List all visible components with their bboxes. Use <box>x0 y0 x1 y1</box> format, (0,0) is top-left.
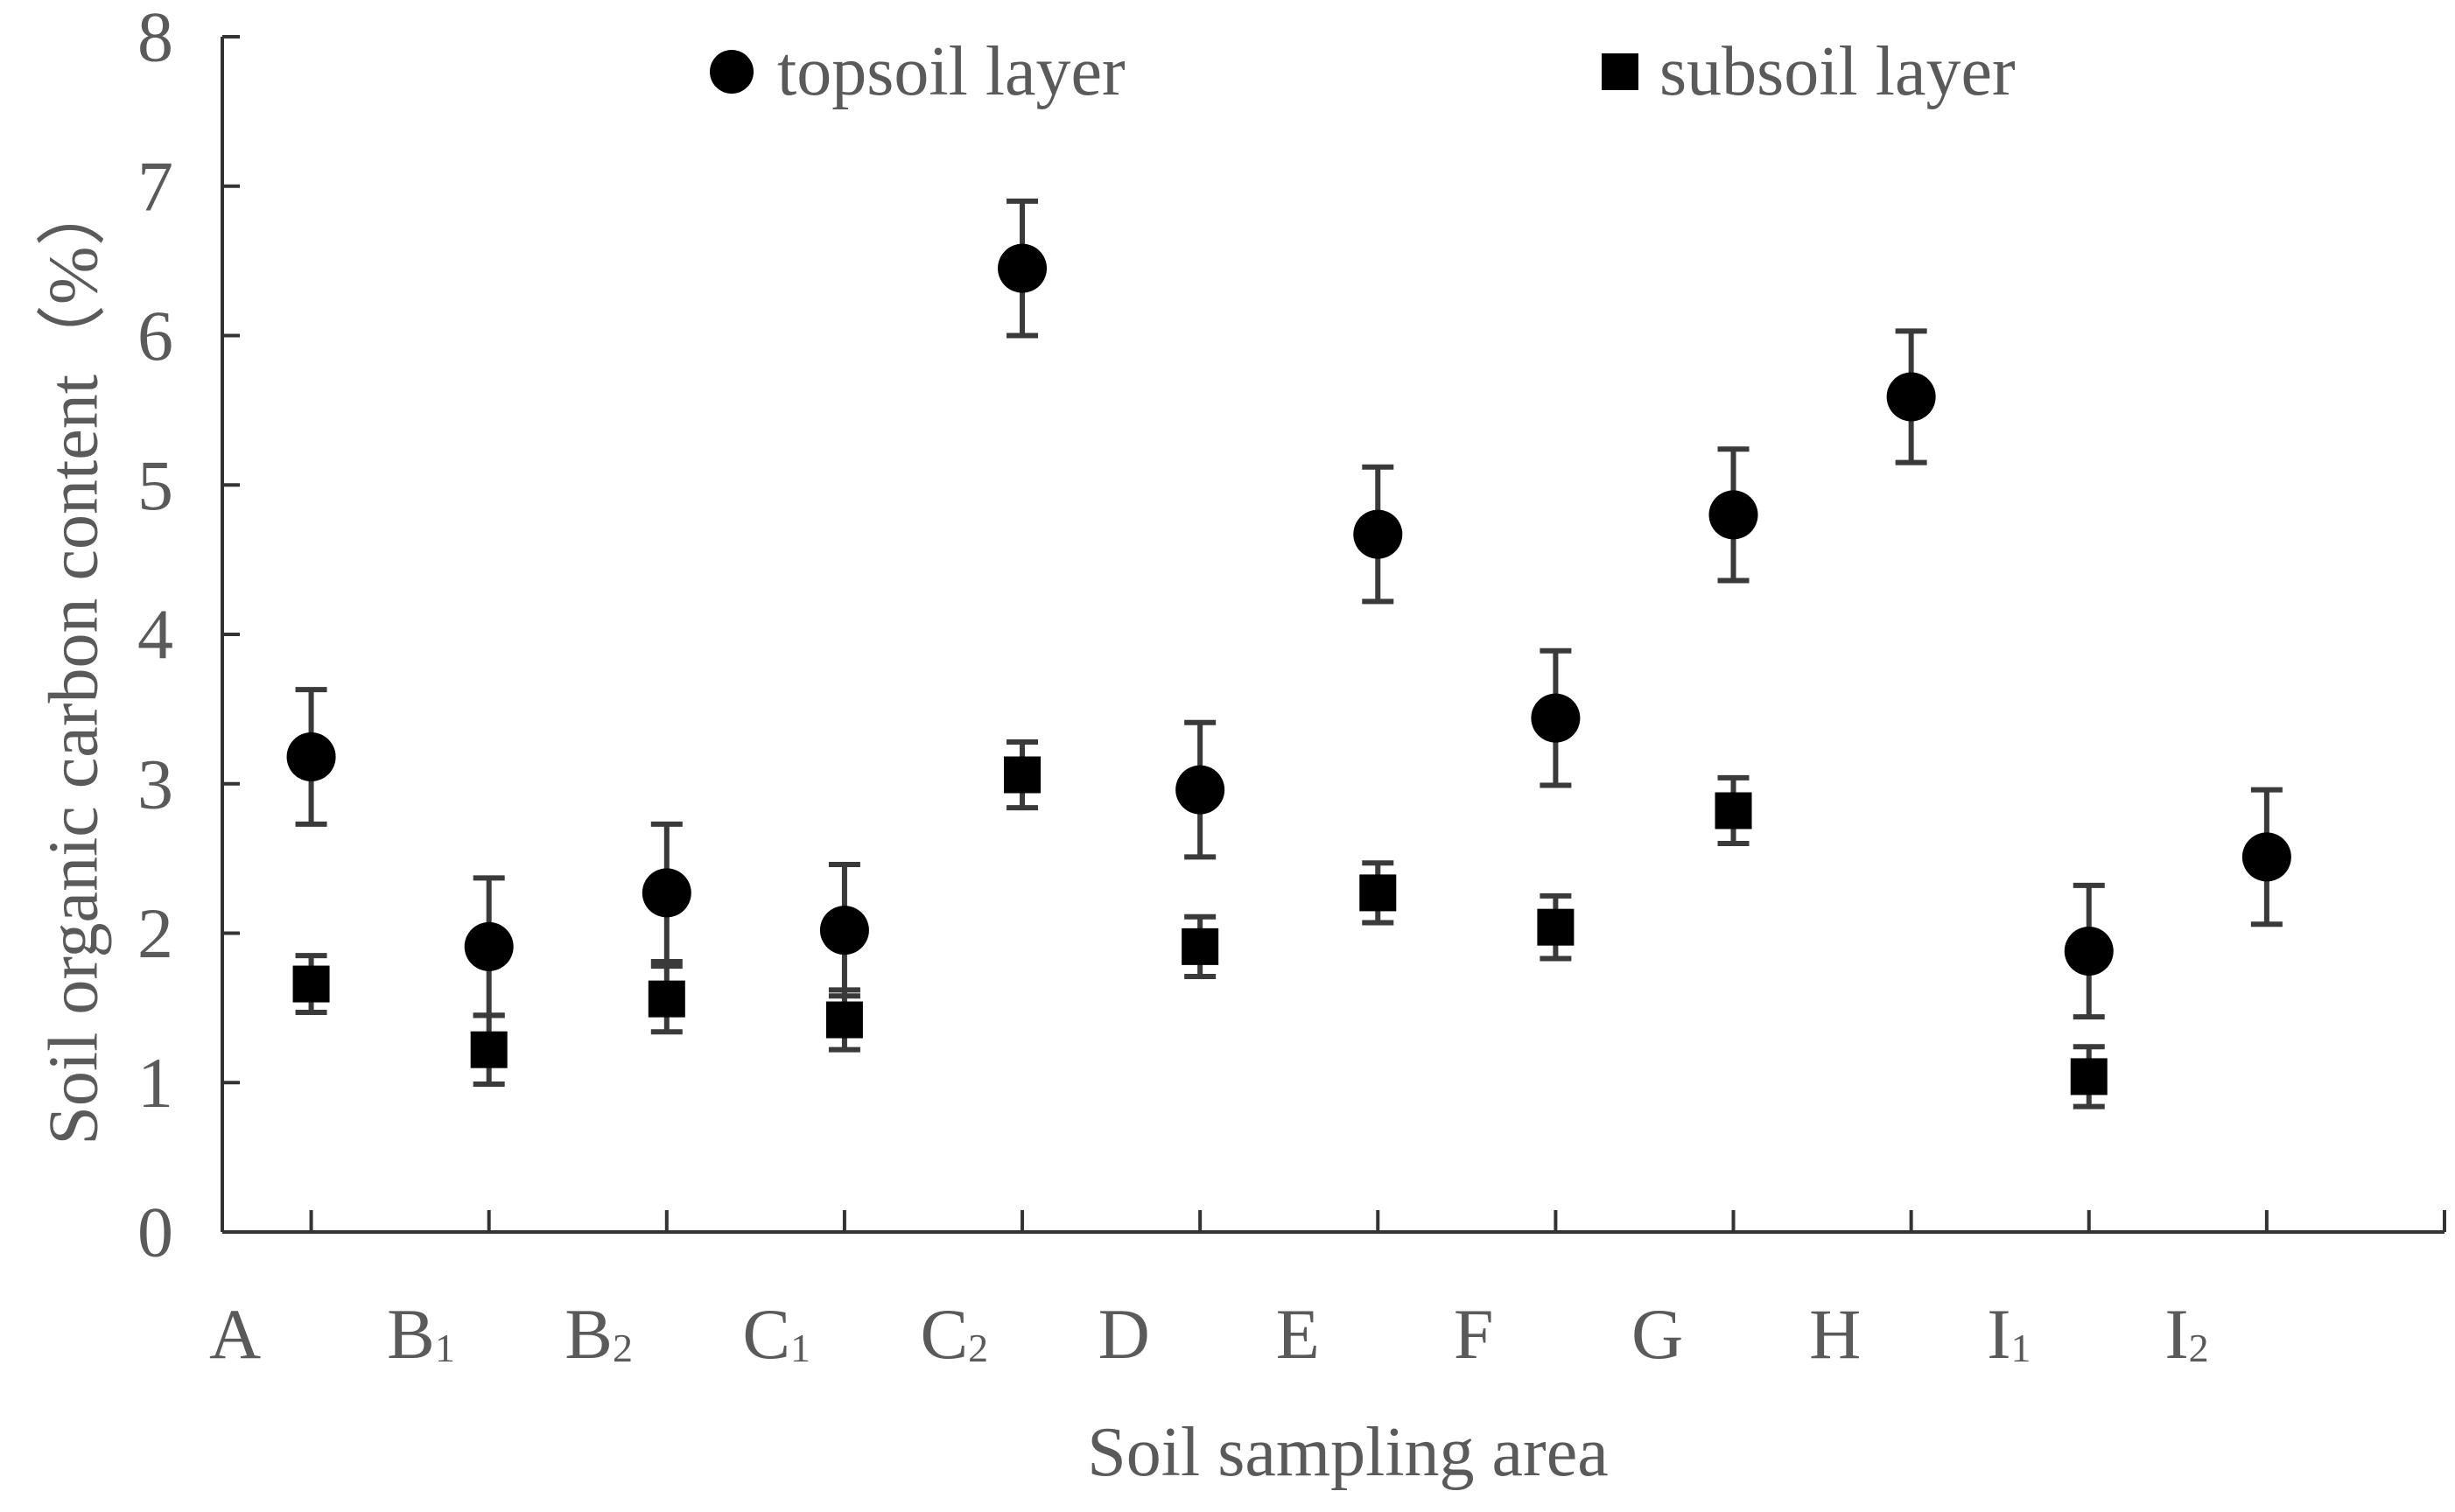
x-tick-label: G <box>1631 1294 1683 1374</box>
x-tick-label-subscript: 1 <box>790 1326 810 1370</box>
x-tick-label: C1 <box>742 1294 810 1374</box>
x-tick-label: C2 <box>920 1294 988 1374</box>
legend-marker-topsoil <box>710 50 754 94</box>
x-tick-label-subscript: 2 <box>2189 1326 2209 1370</box>
x-tick-label-subscript: 1 <box>2011 1326 2031 1370</box>
point-topsoil <box>1353 509 1403 559</box>
x-tick-label: I2 <box>2164 1294 2208 1374</box>
x-tick-label-main: F <box>1454 1294 1494 1374</box>
y-tick-label: 0 <box>137 1193 173 1272</box>
point-subsoil <box>1715 792 1752 830</box>
x-tick-label: E <box>1276 1294 1320 1374</box>
point-subsoil <box>1182 928 1219 965</box>
x-tick-label-main: C <box>920 1294 968 1374</box>
x-tick-label: F <box>1454 1294 1494 1374</box>
point-topsoil <box>464 921 514 971</box>
x-tick-label: A <box>209 1294 261 1374</box>
legend-marker-subsoil <box>1602 53 1638 90</box>
point-topsoil <box>1531 693 1581 743</box>
y-tick-label: 1 <box>137 1043 173 1123</box>
point-topsoil <box>642 868 691 918</box>
x-tick-label-main: H <box>1809 1294 1861 1374</box>
x-tick-label-main: E <box>1276 1294 1320 1374</box>
x-tick-label: I1 <box>1987 1294 2031 1374</box>
x-tick-label-main: B <box>387 1294 435 1374</box>
legend: topsoil layer subsoil layer <box>710 33 2016 110</box>
x-tick-label-subscript: 2 <box>968 1326 988 1370</box>
y-tick-label: 6 <box>137 296 173 375</box>
x-tick-label-main: D <box>1098 1294 1150 1374</box>
x-tick-label-main: A <box>209 1294 261 1374</box>
x-tick-label-subscript: 2 <box>613 1326 633 1370</box>
x-tick-label-main: I <box>2164 1294 2188 1374</box>
point-subsoil <box>1359 874 1397 912</box>
x-tick-label: B2 <box>565 1294 633 1374</box>
point-topsoil <box>2064 926 2114 976</box>
x-tick-label: H <box>1809 1294 1861 1374</box>
point-topsoil <box>286 732 336 782</box>
point-subsoil <box>825 1001 863 1039</box>
legend-label-subsoil: subsoil layer <box>1659 33 2016 110</box>
x-tick-label-main: B <box>565 1294 613 1374</box>
x-tick-label-main: C <box>742 1294 790 1374</box>
y-tick-label: 3 <box>137 744 173 823</box>
error-bars <box>295 198 2283 1110</box>
point-topsoil <box>1708 490 1758 540</box>
x-tick-label-subscript: 1 <box>435 1326 455 1370</box>
y-axis-label: Soil organic carbon content（%） <box>35 176 112 1144</box>
point-topsoil <box>819 906 869 956</box>
y-axis-title: Soil organic carbon content（%） <box>35 176 112 1144</box>
x-tick-label: B1 <box>387 1294 455 1374</box>
point-subsoil <box>2070 1058 2108 1096</box>
data-points <box>286 243 2291 1096</box>
point-topsoil <box>1886 372 1936 422</box>
point-subsoil <box>292 965 330 1003</box>
y-tick-label: 2 <box>137 893 173 973</box>
x-tick-label-main: G <box>1631 1294 1683 1374</box>
x-tick-label: D <box>1098 1294 1150 1374</box>
x-tick-label-main: I <box>1987 1294 2010 1374</box>
y-axis: 0 1 2 3 4 5 6 7 8 <box>137 0 240 1272</box>
point-subsoil <box>648 980 685 1018</box>
y-tick-label: 8 <box>137 0 173 77</box>
point-topsoil <box>2241 832 2291 882</box>
point-topsoil <box>1175 765 1225 815</box>
y-tick-label: 5 <box>137 445 173 525</box>
point-subsoil <box>1537 908 1575 946</box>
y-tick-label: 4 <box>137 595 173 675</box>
x-axis: A B1 B2 C1 C2 D E F G H I1 I2 <box>209 1210 2446 1374</box>
legend-label-topsoil: topsoil layer <box>777 33 1126 110</box>
point-subsoil <box>470 1031 508 1068</box>
point-subsoil <box>1004 756 1042 794</box>
y-tick-label: 7 <box>137 146 173 226</box>
point-topsoil <box>998 243 1048 293</box>
x-axis-label: Soil sampling area <box>1087 1414 1608 1491</box>
